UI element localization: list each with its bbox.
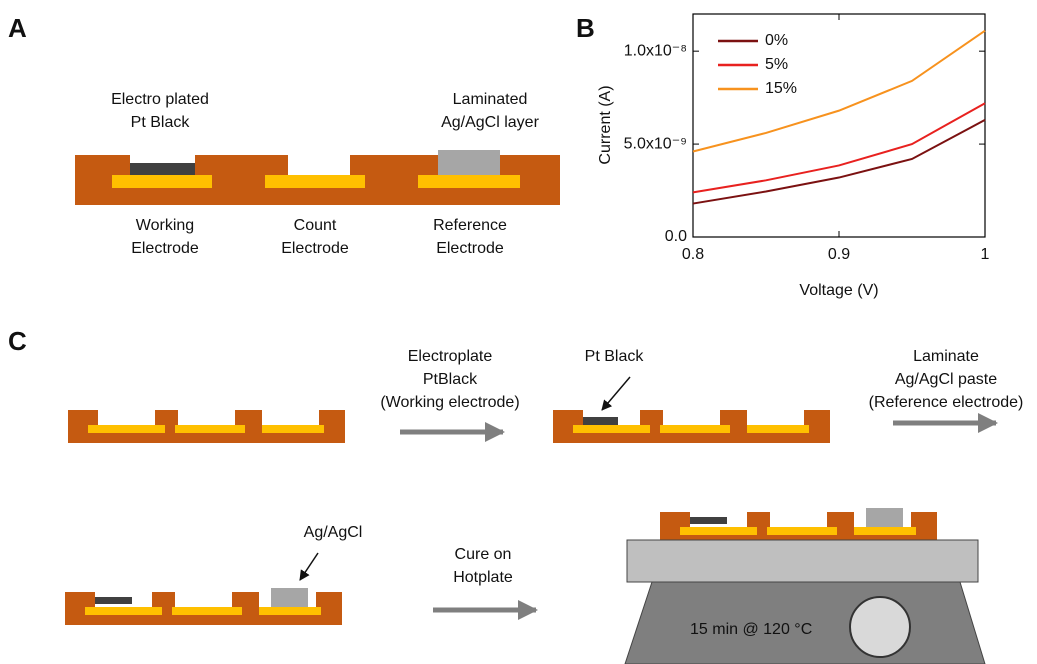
series-line: [693, 31, 985, 152]
page: {"panel_labels": ["A", "B", "C"], "panel…: [0, 0, 1037, 664]
annotation: Reference: [433, 217, 507, 234]
figure: A B C Electro plated Pt Black Laminated …: [0, 0, 1037, 664]
legend-label: 0%: [765, 32, 788, 49]
annotation: Pt Black: [585, 348, 645, 365]
annotation: Ag/AgCl: [304, 524, 363, 541]
x-tick-label: 0.8: [682, 246, 704, 263]
annotation: (Reference electrode): [869, 394, 1024, 411]
x-tick-label: 0.9: [828, 246, 850, 263]
x-tick-label: 1: [981, 246, 990, 263]
legend-label: 5%: [765, 56, 788, 73]
y-tick-label: 1.0x10⁻⁸: [624, 42, 687, 59]
annotation: Electroplate: [408, 348, 493, 365]
chip: [660, 508, 937, 545]
annotation: Ag/AgCl layer: [441, 114, 539, 131]
hotplate: [625, 540, 985, 664]
y-axis-label: Current (A): [597, 85, 614, 164]
annotation: Laminate: [913, 348, 979, 365]
annotation: PtBlack: [423, 371, 478, 388]
chip: [68, 410, 345, 443]
x-axis-label: Voltage (V): [799, 282, 878, 299]
y-tick-label: 0.0: [665, 228, 687, 245]
plot-frame: [693, 14, 985, 237]
chip: [553, 410, 830, 443]
callout-arrow: [300, 553, 318, 580]
callout-arrow: [602, 377, 630, 410]
panel-label: B: [576, 13, 595, 43]
panel-label: A: [8, 13, 27, 43]
annotation: Electro plated: [111, 91, 209, 108]
annotation: Ag/AgCl paste: [895, 371, 997, 388]
electrode-cross-section: [75, 150, 560, 205]
annotation: Laminated: [453, 91, 528, 108]
annotation: Count: [294, 217, 337, 234]
annotation: Electrode: [131, 240, 199, 257]
y-tick-label: 5.0x10⁻⁹: [624, 135, 687, 152]
annotation: (Working electrode): [380, 394, 519, 411]
series-line: [693, 120, 985, 204]
annotation: Electrode: [436, 240, 504, 257]
annotation: Electrode: [281, 240, 349, 257]
annotation: Working: [136, 217, 194, 234]
series-line: [693, 103, 985, 192]
annotation: Cure on: [455, 546, 512, 563]
chart: Voltage (V) Current (A) 0.0 5.0x10⁻⁹ 1.0x1…: [597, 14, 989, 299]
chip: [65, 588, 342, 625]
annotation: 15 min @ 120 °C: [690, 621, 812, 638]
annotation: Pt Black: [131, 114, 191, 131]
panel-label: C: [8, 326, 27, 356]
legend-label: 15%: [765, 80, 797, 97]
annotation: Hotplate: [453, 569, 513, 586]
